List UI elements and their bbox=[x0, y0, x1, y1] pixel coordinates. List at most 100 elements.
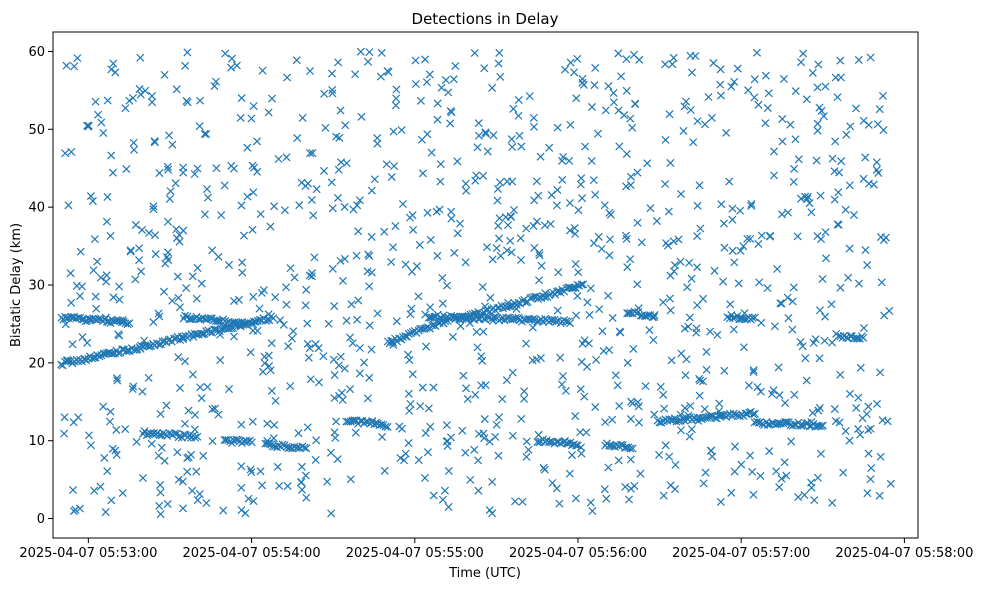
detection-marker bbox=[830, 195, 839, 204]
detection-marker bbox=[665, 294, 674, 303]
detection-marker bbox=[455, 219, 465, 228]
detection-marker bbox=[179, 335, 188, 344]
detection-marker bbox=[578, 194, 587, 203]
detection-marker bbox=[367, 232, 376, 241]
detection-marker bbox=[330, 428, 339, 437]
detection-marker bbox=[493, 184, 502, 194]
detection-marker bbox=[777, 474, 786, 483]
detection-marker bbox=[555, 499, 564, 508]
detection-marker bbox=[278, 440, 287, 449]
detection-marker bbox=[202, 130, 211, 139]
detection-marker bbox=[522, 437, 531, 446]
detection-marker bbox=[591, 190, 600, 199]
detection-marker bbox=[514, 298, 523, 307]
detection-marker bbox=[665, 452, 674, 461]
detection-marker bbox=[179, 226, 188, 235]
detection-marker bbox=[438, 273, 447, 282]
detection-marker bbox=[626, 114, 635, 123]
detection-marker bbox=[179, 163, 188, 172]
detection-marker bbox=[200, 210, 209, 219]
detection-marker bbox=[558, 372, 567, 381]
detection-marker bbox=[210, 82, 219, 91]
detection-marker bbox=[530, 196, 539, 205]
detection-marker bbox=[722, 128, 731, 137]
detection-marker bbox=[249, 188, 258, 197]
detection-marker bbox=[423, 130, 432, 139]
detection-marker bbox=[811, 335, 820, 344]
detection-marker bbox=[126, 247, 135, 256]
detection-marker bbox=[757, 231, 766, 240]
detection-marker bbox=[503, 221, 513, 230]
detection-marker bbox=[876, 452, 885, 461]
detection-marker bbox=[348, 339, 357, 348]
detection-marker bbox=[61, 320, 70, 329]
detection-marker bbox=[813, 83, 822, 92]
detection-marker bbox=[552, 201, 562, 210]
detection-marker bbox=[790, 164, 799, 173]
detection-marker bbox=[109, 293, 118, 302]
detection-marker bbox=[311, 339, 320, 349]
detection-marker bbox=[605, 251, 614, 260]
detection-marker bbox=[462, 186, 471, 195]
detection-marker bbox=[488, 255, 497, 264]
detection-marker bbox=[789, 283, 798, 292]
detection-marker bbox=[404, 389, 413, 398]
detection-marker bbox=[633, 398, 642, 407]
detection-marker bbox=[143, 341, 152, 350]
detection-marker bbox=[802, 95, 811, 104]
detection-marker bbox=[479, 171, 488, 180]
detection-marker bbox=[168, 296, 177, 305]
detection-marker bbox=[769, 386, 778, 395]
detection-marker bbox=[136, 344, 145, 353]
detection-marker bbox=[854, 55, 863, 64]
detection-marker bbox=[333, 455, 342, 464]
detection-marker bbox=[685, 313, 694, 322]
detection-marker bbox=[537, 261, 546, 270]
detection-marker bbox=[498, 395, 507, 404]
detection-marker bbox=[778, 114, 787, 123]
detection-marker bbox=[303, 319, 312, 328]
detection-marker bbox=[356, 47, 365, 56]
detection-marker bbox=[418, 383, 427, 392]
detection-marker bbox=[304, 353, 313, 362]
detection-marker bbox=[192, 467, 201, 476]
detection-marker bbox=[776, 299, 785, 308]
detection-marker bbox=[367, 345, 376, 354]
detection-marker bbox=[616, 328, 625, 337]
detection-marker bbox=[423, 448, 432, 457]
detection-marker bbox=[661, 441, 670, 450]
detection-marker bbox=[461, 179, 470, 188]
detection-marker bbox=[172, 234, 181, 243]
detection-marker bbox=[251, 317, 260, 326]
detection-marker bbox=[183, 48, 192, 57]
detection-marker bbox=[756, 387, 765, 396]
detection-marker bbox=[247, 468, 256, 477]
detection-marker bbox=[718, 277, 728, 286]
detection-marker bbox=[660, 404, 669, 413]
detection-marker bbox=[630, 481, 639, 490]
detection-marker bbox=[682, 97, 691, 106]
detection-marker bbox=[633, 280, 642, 289]
detection-marker bbox=[494, 59, 503, 68]
detection-marker bbox=[298, 113, 307, 122]
detection-marker bbox=[314, 378, 323, 387]
detection-marker bbox=[190, 170, 199, 179]
detection-marker bbox=[205, 328, 214, 337]
detection-marker bbox=[580, 392, 589, 401]
detection-marker bbox=[801, 354, 810, 363]
detection-marker bbox=[290, 273, 299, 282]
detection-marker bbox=[327, 69, 337, 78]
detection-marker bbox=[614, 49, 623, 58]
detection-marker bbox=[174, 475, 183, 484]
detection-marker bbox=[820, 336, 829, 345]
detection-marker bbox=[163, 499, 172, 509]
detection-marker bbox=[710, 266, 719, 275]
detection-marker bbox=[650, 313, 659, 322]
detection-marker bbox=[736, 206, 745, 215]
detection-marker bbox=[815, 354, 824, 363]
detection-marker bbox=[830, 167, 839, 176]
detection-marker bbox=[693, 263, 702, 272]
detection-marker bbox=[480, 415, 489, 424]
detection-marker bbox=[685, 432, 694, 441]
detection-marker bbox=[668, 60, 677, 69]
